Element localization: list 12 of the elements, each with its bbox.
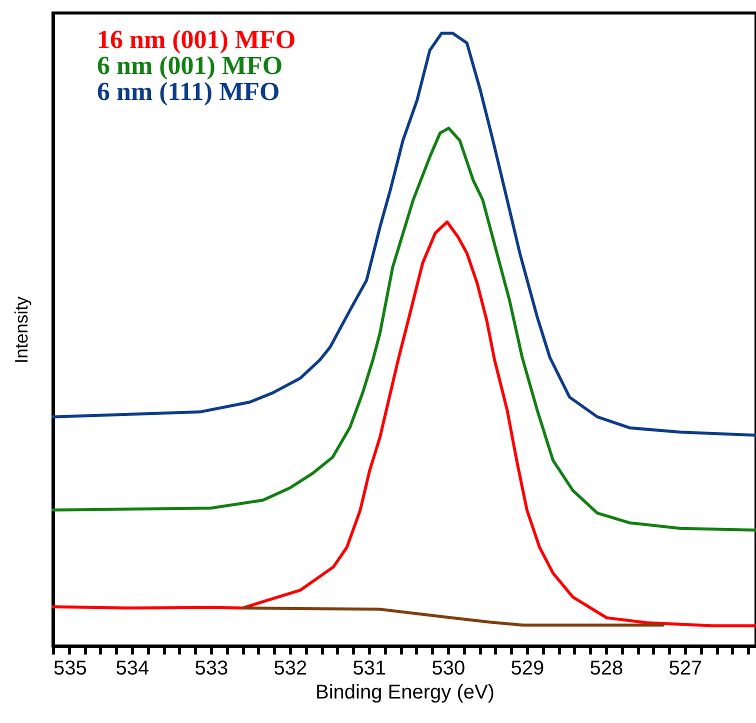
x-tick-label: 534: [116, 658, 150, 680]
text: 16 nm (001) MFO: [97, 25, 296, 54]
y-axis-title: Intensity: [12, 296, 32, 364]
x-tick-label: 531: [352, 658, 386, 680]
x-axis-title: Binding Energy (eV): [316, 682, 494, 704]
x-tick-label: 533: [194, 658, 228, 680]
x-tick-label: 529: [510, 658, 544, 680]
x-tick-label: 535: [54, 658, 87, 680]
x-tick-label: 528: [590, 658, 624, 680]
x-tick-label: 530: [432, 658, 466, 680]
x-tick-label: 532: [274, 658, 308, 680]
x-tick-label: 527: [668, 658, 702, 680]
